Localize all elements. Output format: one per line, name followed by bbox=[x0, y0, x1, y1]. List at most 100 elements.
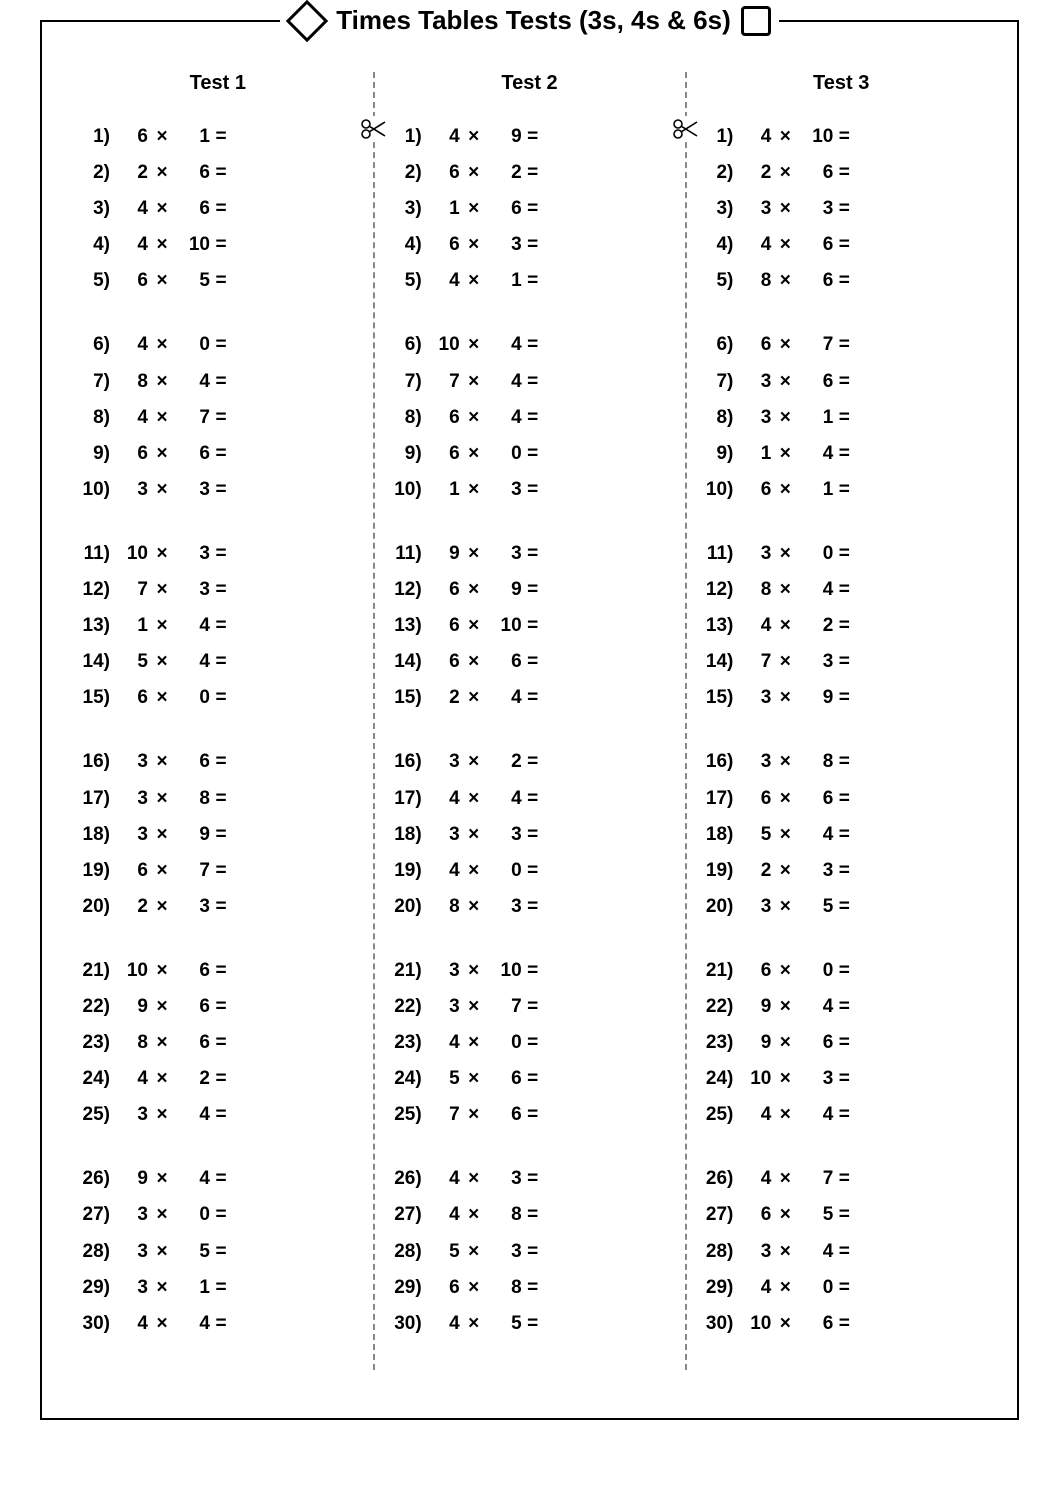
operand-b: 6 bbox=[488, 1097, 522, 1133]
operand-a: 8 bbox=[426, 889, 460, 925]
problem-row: 16)3×6= bbox=[72, 744, 364, 780]
multiply-sign: × bbox=[460, 680, 488, 716]
equals-sign: = bbox=[210, 1270, 232, 1306]
operand-b: 0 bbox=[488, 853, 522, 889]
problem-row: 28)5×3= bbox=[384, 1234, 676, 1270]
problem-number: 14) bbox=[384, 644, 426, 680]
operand-b: 0 bbox=[799, 953, 833, 989]
operand-a: 7 bbox=[114, 572, 148, 608]
operand-a: 3 bbox=[114, 781, 148, 817]
problem-group: 21)10×6=22)9×6=23)8×6=24)4×2=25)3×4= bbox=[72, 953, 364, 1133]
operand-a: 4 bbox=[737, 119, 771, 155]
problem-row: 13)1×4= bbox=[72, 608, 364, 644]
problem-group: 11)9×3=12)6×9=13)6×10=14)6×6=15)2×4= bbox=[384, 536, 676, 716]
multiply-sign: × bbox=[148, 536, 176, 572]
operand-b: 6 bbox=[176, 155, 210, 191]
problem-group: 1)4×9=2)6×2=3)1×6=4)6×3=5)4×1= bbox=[384, 119, 676, 299]
problem-group: 6)6×7=7)3×6=8)3×1=9)1×4=10)6×1= bbox=[695, 327, 987, 507]
problem-number: 28) bbox=[384, 1234, 426, 1270]
equals-sign: = bbox=[522, 1270, 544, 1306]
multiply-sign: × bbox=[771, 680, 799, 716]
problem-row: 21)6×0= bbox=[695, 953, 987, 989]
operand-a: 3 bbox=[114, 1234, 148, 1270]
problem-row: 27)6×5= bbox=[695, 1197, 987, 1233]
multiply-sign: × bbox=[771, 1197, 799, 1233]
multiply-sign: × bbox=[771, 327, 799, 363]
multiply-sign: × bbox=[460, 953, 488, 989]
problem-number: 9) bbox=[72, 436, 114, 472]
problem-row: 10)3×3= bbox=[72, 472, 364, 508]
equals-sign: = bbox=[522, 536, 544, 572]
equals-sign: = bbox=[522, 1234, 544, 1270]
problem-group: 21)3×10=22)3×7=23)4×0=24)5×6=25)7×6= bbox=[384, 953, 676, 1133]
operand-a: 3 bbox=[737, 191, 771, 227]
operand-b: 0 bbox=[799, 1270, 833, 1306]
equals-sign: = bbox=[833, 1306, 855, 1342]
operand-a: 2 bbox=[114, 889, 148, 925]
equals-sign: = bbox=[522, 400, 544, 436]
problem-number: 8) bbox=[695, 400, 737, 436]
problem-number: 17) bbox=[695, 781, 737, 817]
operand-b: 1 bbox=[799, 472, 833, 508]
equals-sign: = bbox=[210, 608, 232, 644]
operand-b: 3 bbox=[176, 889, 210, 925]
problem-number: 14) bbox=[695, 644, 737, 680]
problem-row: 4)6×3= bbox=[384, 227, 676, 263]
operand-a: 4 bbox=[737, 1161, 771, 1197]
operand-b: 0 bbox=[176, 680, 210, 716]
operand-b: 4 bbox=[176, 1161, 210, 1197]
multiply-sign: × bbox=[148, 1161, 176, 1197]
problem-number: 2) bbox=[72, 155, 114, 191]
multiply-sign: × bbox=[460, 1197, 488, 1233]
multiply-sign: × bbox=[460, 364, 488, 400]
operand-a: 8 bbox=[114, 364, 148, 400]
equals-sign: = bbox=[522, 744, 544, 780]
equals-sign: = bbox=[210, 781, 232, 817]
equals-sign: = bbox=[522, 364, 544, 400]
operand-b: 3 bbox=[799, 853, 833, 889]
operand-b: 1 bbox=[799, 400, 833, 436]
operand-a: 6 bbox=[426, 644, 460, 680]
equals-sign: = bbox=[522, 680, 544, 716]
multiply-sign: × bbox=[771, 889, 799, 925]
operand-b: 3 bbox=[488, 1161, 522, 1197]
columns-container: Test 11)6×1=2)2×6=3)4×6=4)4×10=5)6×5=6)4… bbox=[62, 72, 997, 1370]
problem-number: 11) bbox=[695, 536, 737, 572]
problem-row: 6)4×0= bbox=[72, 327, 364, 363]
problem-row: 17)4×4= bbox=[384, 781, 676, 817]
multiply-sign: × bbox=[148, 472, 176, 508]
operand-b: 3 bbox=[799, 1061, 833, 1097]
problem-row: 23)9×6= bbox=[695, 1025, 987, 1061]
operand-a: 10 bbox=[737, 1306, 771, 1342]
operand-a: 4 bbox=[426, 1161, 460, 1197]
problem-row: 15)2×4= bbox=[384, 680, 676, 716]
multiply-sign: × bbox=[771, 744, 799, 780]
problem-row: 3)1×6= bbox=[384, 191, 676, 227]
operand-b: 7 bbox=[488, 989, 522, 1025]
problem-row: 13)6×10= bbox=[384, 608, 676, 644]
problem-number: 2) bbox=[384, 155, 426, 191]
multiply-sign: × bbox=[460, 989, 488, 1025]
operand-b: 3 bbox=[799, 644, 833, 680]
operand-a: 3 bbox=[426, 744, 460, 780]
problem-row: 8)6×4= bbox=[384, 400, 676, 436]
multiply-sign: × bbox=[460, 744, 488, 780]
operand-b: 5 bbox=[799, 889, 833, 925]
problem-row: 20)8×3= bbox=[384, 889, 676, 925]
problem-number: 15) bbox=[72, 680, 114, 716]
operand-b: 6 bbox=[176, 191, 210, 227]
equals-sign: = bbox=[833, 436, 855, 472]
problem-row: 21)10×6= bbox=[72, 953, 364, 989]
multiply-sign: × bbox=[771, 263, 799, 299]
multiply-sign: × bbox=[148, 119, 176, 155]
operand-a: 9 bbox=[114, 989, 148, 1025]
page-title: Times Tables Tests (3s, 4s & 6s) bbox=[336, 5, 731, 36]
problem-group: 6)4×0=7)8×4=8)4×7=9)6×6=10)3×3= bbox=[72, 327, 364, 507]
operand-b: 4 bbox=[488, 400, 522, 436]
problem-row: 24)5×6= bbox=[384, 1061, 676, 1097]
multiply-sign: × bbox=[148, 1234, 176, 1270]
problem-number: 9) bbox=[384, 436, 426, 472]
multiply-sign: × bbox=[148, 817, 176, 853]
problem-row: 5)8×6= bbox=[695, 263, 987, 299]
test-column: Test 11)6×1=2)2×6=3)4×6=4)4×10=5)6×5=6)4… bbox=[62, 72, 374, 1370]
